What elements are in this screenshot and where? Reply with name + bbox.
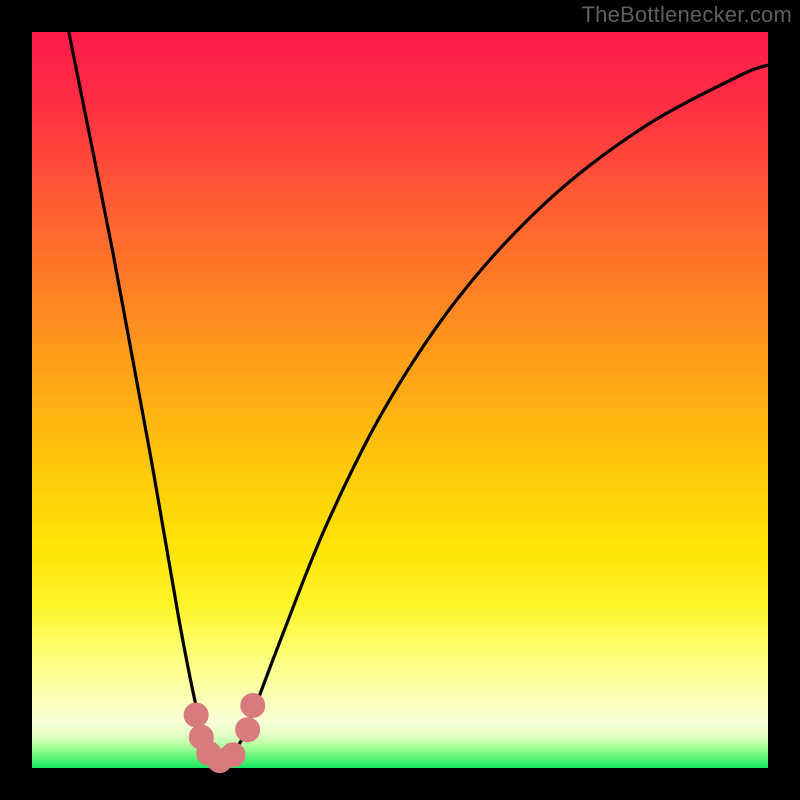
chart-container: TheBottlenecker.com [0,0,800,800]
curves-overlay [32,32,768,768]
trough-markers [184,693,265,772]
right-branch-curve [220,65,768,762]
left-branch-curve [69,32,220,762]
plot-area [32,32,768,768]
trough-marker [221,743,245,767]
trough-marker [184,703,208,727]
watermark-label: TheBottlenecker.com [582,2,792,28]
trough-marker [241,693,265,717]
trough-marker [236,718,260,742]
